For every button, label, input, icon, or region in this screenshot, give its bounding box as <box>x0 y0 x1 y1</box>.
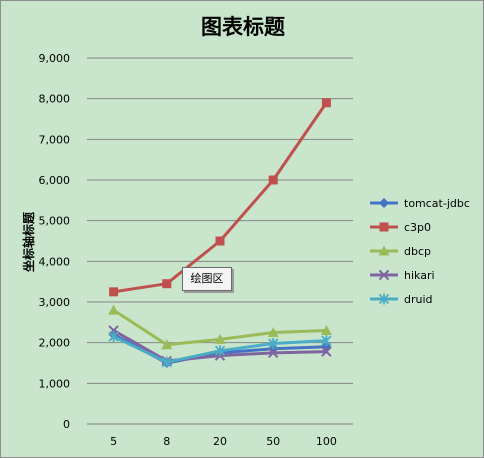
x-tick-label: 50 <box>266 435 280 448</box>
data-point <box>214 333 226 344</box>
gridlines <box>87 57 353 425</box>
data-point <box>108 331 119 343</box>
x-tick-label: 20 <box>213 435 227 448</box>
data-point <box>162 279 172 289</box>
series-c3p0 <box>109 98 331 297</box>
y-tick-label: 6,000 <box>39 174 71 187</box>
data-point <box>161 356 172 368</box>
data-point <box>267 347 279 359</box>
y-tick-label: 5,000 <box>39 215 71 228</box>
legend-item: druid <box>370 293 433 306</box>
data-point <box>161 339 173 350</box>
series-line <box>113 101 328 294</box>
y-tick-label: 2,000 <box>39 337 71 350</box>
data-point <box>215 236 225 246</box>
series-druid <box>108 331 332 368</box>
legend-label: druid <box>404 293 433 306</box>
legend-marker <box>378 269 390 281</box>
x-tick-label: 100 <box>316 435 337 448</box>
y-tick-label: 3,000 <box>39 296 71 309</box>
legend-marker <box>379 222 389 232</box>
legend-label: hikari <box>404 269 435 282</box>
data-point <box>109 287 119 297</box>
series-dbcp <box>108 304 332 350</box>
chart-title: 图表标题 <box>201 15 286 39</box>
y-axis-title: 坐标轴标题 <box>21 211 36 272</box>
legend-label: c3p0 <box>404 221 431 234</box>
y-tick-label: 8,000 <box>39 93 71 106</box>
legend-item: dbcp <box>370 245 431 258</box>
legend-item: tomcat-jdbc <box>370 197 470 210</box>
y-tick-label: 1,000 <box>39 377 71 390</box>
plot-area-tooltip: 绘图区 <box>182 267 232 291</box>
data-point <box>268 337 279 349</box>
data-point <box>320 324 332 335</box>
x-axis-ticks: 5 8 20 50 100 <box>110 435 337 448</box>
x-tick-label: 8 <box>163 435 170 448</box>
legend-item: hikari <box>370 269 435 282</box>
legend-label: tomcat-jdbc <box>404 197 470 210</box>
legend-item: c3p0 <box>370 221 431 234</box>
data-point <box>321 335 332 347</box>
y-tick-label: 0 <box>63 418 70 431</box>
legend-marker <box>378 245 390 256</box>
data-point <box>108 304 120 315</box>
legend-label: dbcp <box>404 245 431 258</box>
legend: tomcat-jdbc c3p0 dbcp hikari druid <box>370 197 470 306</box>
legend-marker <box>379 198 389 208</box>
y-tick-label: 4,000 <box>39 255 71 268</box>
y-tick-label: 7,000 <box>39 133 71 146</box>
data-point <box>321 346 332 357</box>
series-group <box>108 98 332 368</box>
x-tick-label: 5 <box>110 435 117 448</box>
data-point <box>214 345 226 357</box>
legend-marker <box>378 293 390 305</box>
y-axis-ticks: 0 1,000 2,000 3,000 4,000 5,000 6,000 7,000 8,00… <box>39 52 71 431</box>
data-point <box>321 98 331 108</box>
data-point <box>268 175 278 185</box>
y-tick-label: 9,000 <box>39 52 71 65</box>
data-point <box>267 327 279 337</box>
